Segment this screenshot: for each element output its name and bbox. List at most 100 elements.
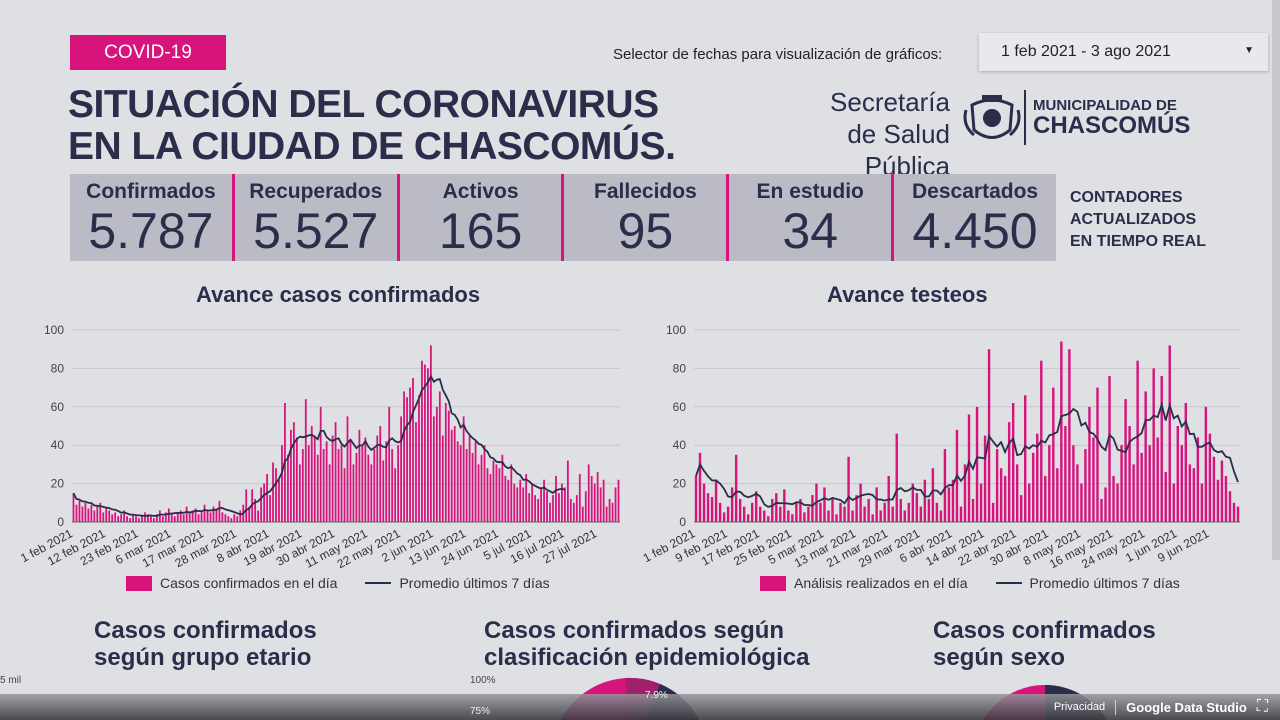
date-range-selector[interactable]: 1 feb 2021 - 3 ago 2021 ▼ [979,33,1268,71]
bar [807,506,810,522]
bar [81,506,84,522]
bar [1212,456,1216,522]
bar [1096,387,1099,522]
bar [230,518,233,522]
bar [75,504,78,522]
footer-bar: Privacidad Google Data Studio ⛶ [0,694,1280,720]
bar [227,516,230,522]
bar [1116,483,1119,522]
secretaria-logo-text: Secretaría de Salud Pública [765,86,950,182]
bar [355,452,358,522]
bar [614,487,617,522]
bar [855,495,858,522]
bar [290,429,292,522]
bar [1176,426,1179,522]
bar [164,512,167,522]
bar [93,510,96,522]
bar [1144,391,1147,522]
sex-chart-title: Casos confirmados según sexo [933,617,1156,671]
legend-testeos: Análisis realizados en el día Promedio úl… [760,575,1180,591]
scrollbar[interactable] [1272,0,1280,560]
bar [575,495,578,522]
privacy-link[interactable]: Privacidad [1053,701,1106,713]
title-line: clasificación epidemiológica [484,644,810,671]
data-studio-brand[interactable]: Google Data Studio [1115,699,1247,715]
bar [767,516,770,522]
avg-line [695,401,1239,508]
bar [742,506,746,522]
bar [783,489,786,522]
title-line-1: SITUACIÓN DEL CORONAVIRUS [68,83,659,126]
bar [412,378,414,522]
bar [72,493,75,522]
bar [1224,475,1228,522]
y-tick-label: 100 [666,323,686,337]
bar [456,441,459,522]
bar [111,514,114,522]
bar [564,487,566,522]
bar [155,514,158,522]
bar [1220,460,1224,522]
y-tick-label: 80 [51,361,65,375]
bar [84,502,87,522]
bar [209,512,212,522]
bar [1132,464,1135,522]
bar [158,510,161,522]
legend-swatch-line [995,582,1022,584]
counter-label: Descartados [912,180,1039,203]
bar [1200,483,1204,522]
chart-title-confirmados: Avance casos confirmados [196,282,481,307]
bar [698,452,702,522]
bar [791,514,794,522]
bar [191,510,194,522]
bar [839,502,842,522]
bar [827,510,830,522]
bar [546,491,548,522]
bar [1204,406,1208,522]
bar [349,441,352,522]
bar [779,506,782,522]
bar [718,502,722,522]
bar [863,506,866,522]
fullscreen-icon[interactable]: ⛶ [1256,698,1268,715]
bar [394,468,397,522]
legend-swatch-bar [126,575,152,591]
bar [528,493,531,522]
bar [99,502,102,522]
bar [129,518,131,522]
bar [1044,475,1047,522]
bar [931,468,935,522]
bar [899,498,902,522]
bar [1032,452,1035,522]
bar [114,512,117,522]
page-title: SITUACIÓN DEL CORONAVIRUS EN LA CIUDAD DE… [68,83,676,168]
bar [188,512,191,522]
bar [78,500,81,522]
bar [587,464,590,522]
bar [1080,483,1083,522]
bar [971,498,975,522]
bar [596,472,599,522]
bar [450,429,453,522]
bar [1180,445,1183,522]
bar [147,514,149,522]
y-tick-label: 60 [673,400,687,414]
bar [513,483,516,522]
bar [1028,483,1031,522]
bar [126,516,128,522]
bar [578,474,581,522]
bar [379,426,382,522]
counter-descartados: Descartados 4.450 [894,174,1056,261]
bar [1092,437,1095,522]
bar [182,514,185,522]
bar [361,445,364,522]
bar [257,510,260,522]
bar [254,498,257,522]
bar [611,502,614,522]
bar [313,435,316,522]
bar [947,487,951,522]
bar [1216,479,1220,522]
bar [967,414,971,522]
bar [501,454,504,522]
